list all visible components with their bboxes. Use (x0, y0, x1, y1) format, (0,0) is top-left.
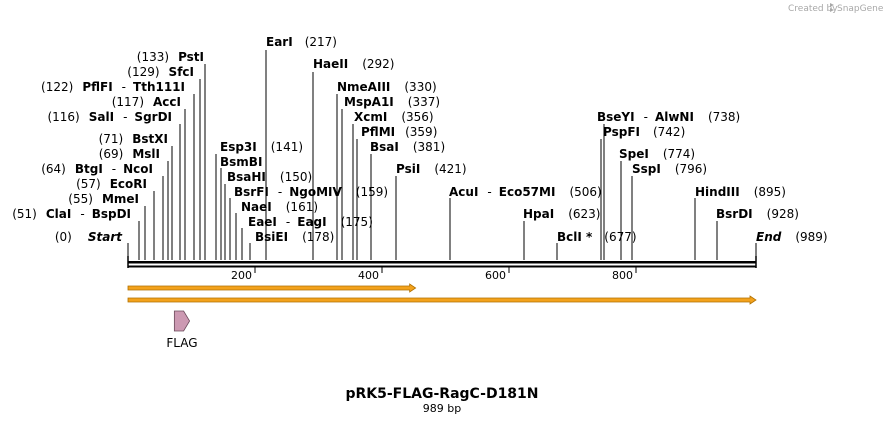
site-label[interactable]: (71) BstXI (99, 132, 168, 146)
site-label[interactable]: MspA1I (337) (344, 95, 440, 109)
site-label[interactable]: (55) MmeI (68, 192, 139, 206)
svg-text:600: 600 (485, 269, 506, 282)
site-label[interactable]: BsrDI (928) (716, 207, 799, 221)
end-label: End (989) (756, 230, 828, 244)
credit-text: Created by (788, 4, 838, 14)
svg-text:800: 800 (612, 269, 633, 282)
site-label[interactable]: PspFI (742) (603, 125, 685, 139)
ruler-tick: 400 (358, 267, 383, 282)
map-length: 989 bp (423, 402, 461, 415)
site-label[interactable]: HpaI (623) (523, 207, 600, 221)
site-label[interactable]: (69) MslI (99, 147, 160, 161)
svg-text:400: 400 (358, 269, 379, 282)
site-leader-lines (127, 50, 757, 260)
site-label[interactable]: NmeAIII (330) (337, 80, 437, 94)
ruler-tick: 600 (485, 267, 510, 282)
site-label[interactable]: BsaHI (150) (227, 170, 312, 184)
site-label[interactable]: BsmBI (220, 155, 262, 169)
bp-ruler: 200 400 600 800 (231, 267, 637, 282)
site-label[interactable]: BseYI - AlwNI (738) (597, 110, 740, 124)
site-label[interactable]: HaeII (292) (313, 57, 395, 71)
site-label[interactable]: BsaI (381) (370, 140, 445, 154)
site-label[interactable]: (117) AccI (112, 95, 181, 109)
site-label[interactable]: (57) EcoRI (76, 177, 147, 191)
site-label[interactable]: (122) PflFI - Tth111I (41, 80, 185, 94)
site-label[interactable]: HindIII (895) (695, 185, 786, 199)
site-label[interactable]: EarI (217) (266, 35, 337, 49)
site-label[interactable]: BsrFI - NgoMIV (159) (234, 185, 388, 199)
orf-tracks (127, 283, 757, 305)
orf-arrow[interactable] (127, 295, 757, 305)
site-label[interactable]: Esp3I (141) (220, 140, 303, 154)
site-label[interactable]: PflMI (359) (361, 125, 437, 139)
site-label[interactable]: (64) BtgI - NcoI (41, 162, 153, 176)
start-label: (0) Start (55, 230, 123, 244)
svg-text:200: 200 (231, 269, 252, 282)
site-label[interactable]: PsiI (421) (396, 162, 467, 176)
credit-brand: SnapGene (837, 4, 884, 14)
site-label[interactable]: AcuI - Eco57MI (506) (449, 185, 602, 199)
site-label[interactable]: SspI (796) (632, 162, 707, 176)
site-label[interactable]: (51) ClaI - BspDI (12, 207, 131, 221)
site-label[interactable]: SpeI (774) (619, 147, 695, 161)
snapgene-credit: Created by SnapGene (788, 3, 884, 14)
site-label[interactable]: NaeI (161) (241, 200, 318, 214)
orf-arrow[interactable] (127, 283, 417, 293)
site-label[interactable]: (116) SalI - SgrDI (47, 110, 172, 124)
site-label[interactable]: XcmI (356) (354, 110, 434, 124)
ruler-tick: 200 (231, 267, 256, 282)
map-title: pRK5-FLAG-RagC-D181N (345, 386, 538, 402)
site-label[interactable]: BclI * (677) (557, 230, 637, 244)
dna-backbone (127, 256, 757, 268)
restriction-site-labels: EarI (217) HaeII (292) (133) PstI (129) SfcI… (12, 35, 827, 244)
ruler-tick: 800 (612, 267, 637, 282)
snapgene-logo-icon (830, 3, 834, 12)
site-label[interactable]: EaeI - EagI (175) (248, 215, 373, 229)
site-label[interactable]: (133) PstI (137, 50, 204, 64)
site-label[interactable]: BsiEI (178) (255, 230, 334, 244)
feature-label: FLAG (166, 336, 197, 350)
feature-arrow[interactable] (173, 310, 191, 332)
site-label[interactable]: (129) SfcI (127, 65, 194, 79)
feature-track: FLAG (166, 310, 198, 350)
